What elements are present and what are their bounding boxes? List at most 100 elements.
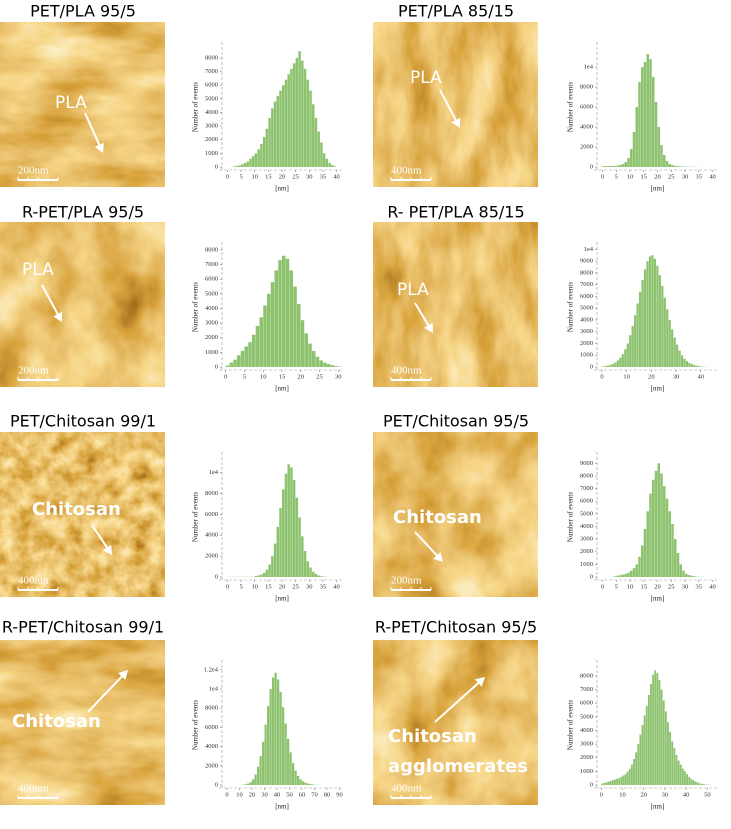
bar <box>616 779 618 785</box>
bar <box>279 91 281 167</box>
bar <box>244 163 246 167</box>
bar <box>622 574 625 577</box>
bar <box>237 355 241 367</box>
y-tick-label: 6000 <box>205 82 218 89</box>
bar <box>632 326 634 367</box>
bar <box>272 677 274 785</box>
bar <box>646 261 648 367</box>
bar <box>658 463 661 577</box>
y-tick-label: 4000 <box>580 523 593 530</box>
bar <box>335 366 339 367</box>
bar <box>627 771 629 785</box>
bar <box>655 102 658 167</box>
bar <box>307 80 309 167</box>
bar <box>635 752 637 785</box>
x-tick-label: 90 <box>336 791 343 798</box>
bar <box>252 335 256 367</box>
bar <box>625 774 627 785</box>
x-tick-label: 5 <box>239 173 242 180</box>
bar <box>627 343 629 367</box>
y-axis-label: Number of events <box>192 82 200 132</box>
bar <box>671 741 673 785</box>
bar <box>305 333 309 367</box>
y-tick-label: 8000 <box>205 705 218 712</box>
x-tick-label: 80 <box>324 791 331 798</box>
x-axis-label: [nm] <box>651 803 665 811</box>
bar <box>636 564 639 577</box>
bar <box>256 326 260 367</box>
y-tick-label: 0 <box>215 573 218 580</box>
y-tick-label: 4000 <box>205 743 218 750</box>
bar <box>270 689 272 785</box>
x-tick-label: 10 <box>251 173 258 180</box>
bar <box>669 732 671 785</box>
bar <box>282 85 284 167</box>
x-tick-label: 70 <box>311 791 318 798</box>
bar <box>279 508 281 577</box>
bar <box>625 162 628 167</box>
bar <box>630 571 633 577</box>
bar <box>644 529 647 577</box>
bar <box>614 363 616 367</box>
y-tick-label: 7000 <box>580 686 593 693</box>
y-tick-label: 3000 <box>580 741 593 748</box>
bar <box>304 551 306 577</box>
bar <box>669 320 671 367</box>
bar <box>238 165 240 167</box>
bar <box>265 725 267 785</box>
bar <box>308 344 312 367</box>
x-tick-label: 10 <box>619 791 626 798</box>
bar <box>233 360 237 367</box>
bar <box>637 744 639 785</box>
x-tick-label: 60 <box>299 791 306 798</box>
bar <box>620 777 622 785</box>
x-tick-label: 20 <box>640 791 647 798</box>
bar <box>659 680 661 785</box>
bar <box>602 366 604 367</box>
y-tick-label: 7000 <box>205 68 218 75</box>
x-tick-label: 20 <box>648 373 655 380</box>
bar <box>315 118 317 167</box>
bar <box>674 539 677 577</box>
y-tick-label: 5000 <box>205 95 218 102</box>
bar <box>309 568 311 577</box>
bar <box>257 767 259 785</box>
y-tick-label: 5000 <box>580 305 593 312</box>
bar <box>649 494 652 577</box>
bar <box>649 59 652 167</box>
bar <box>636 107 639 167</box>
bar <box>656 266 658 367</box>
y-tick-label: 8000 <box>580 472 593 479</box>
bar <box>671 524 674 577</box>
x-tick-label: 40 <box>709 583 716 590</box>
y-tick-label: 2000 <box>580 754 593 761</box>
panel-title: R- PET/PLA 85/15 <box>387 203 524 222</box>
y-tick-label: 6000 <box>205 511 218 518</box>
bar <box>326 159 328 167</box>
y-tick-label: 6000 <box>580 293 593 300</box>
bar <box>320 360 324 367</box>
bar <box>666 309 668 367</box>
bar <box>678 760 680 785</box>
bar <box>309 91 311 167</box>
bar <box>618 778 620 785</box>
bar <box>633 132 636 167</box>
bar <box>260 574 262 577</box>
y-tick-label: 0 <box>590 163 593 170</box>
bar <box>693 780 695 785</box>
bar <box>241 351 245 367</box>
bar <box>245 784 247 785</box>
y-tick-label: 9000 <box>580 258 593 265</box>
bar <box>677 166 680 167</box>
image-label: agglomerates <box>388 756 528 777</box>
bar <box>686 774 688 785</box>
bar <box>669 511 672 577</box>
bar <box>274 102 276 167</box>
scale-bar-label: 400nm <box>391 365 422 377</box>
y-tick-label: 0 <box>590 781 593 788</box>
bar <box>603 783 605 785</box>
x-tick-label: 5 <box>615 583 618 590</box>
bar <box>638 82 641 167</box>
bar <box>230 363 234 367</box>
x-tick-label: 35 <box>320 583 327 590</box>
